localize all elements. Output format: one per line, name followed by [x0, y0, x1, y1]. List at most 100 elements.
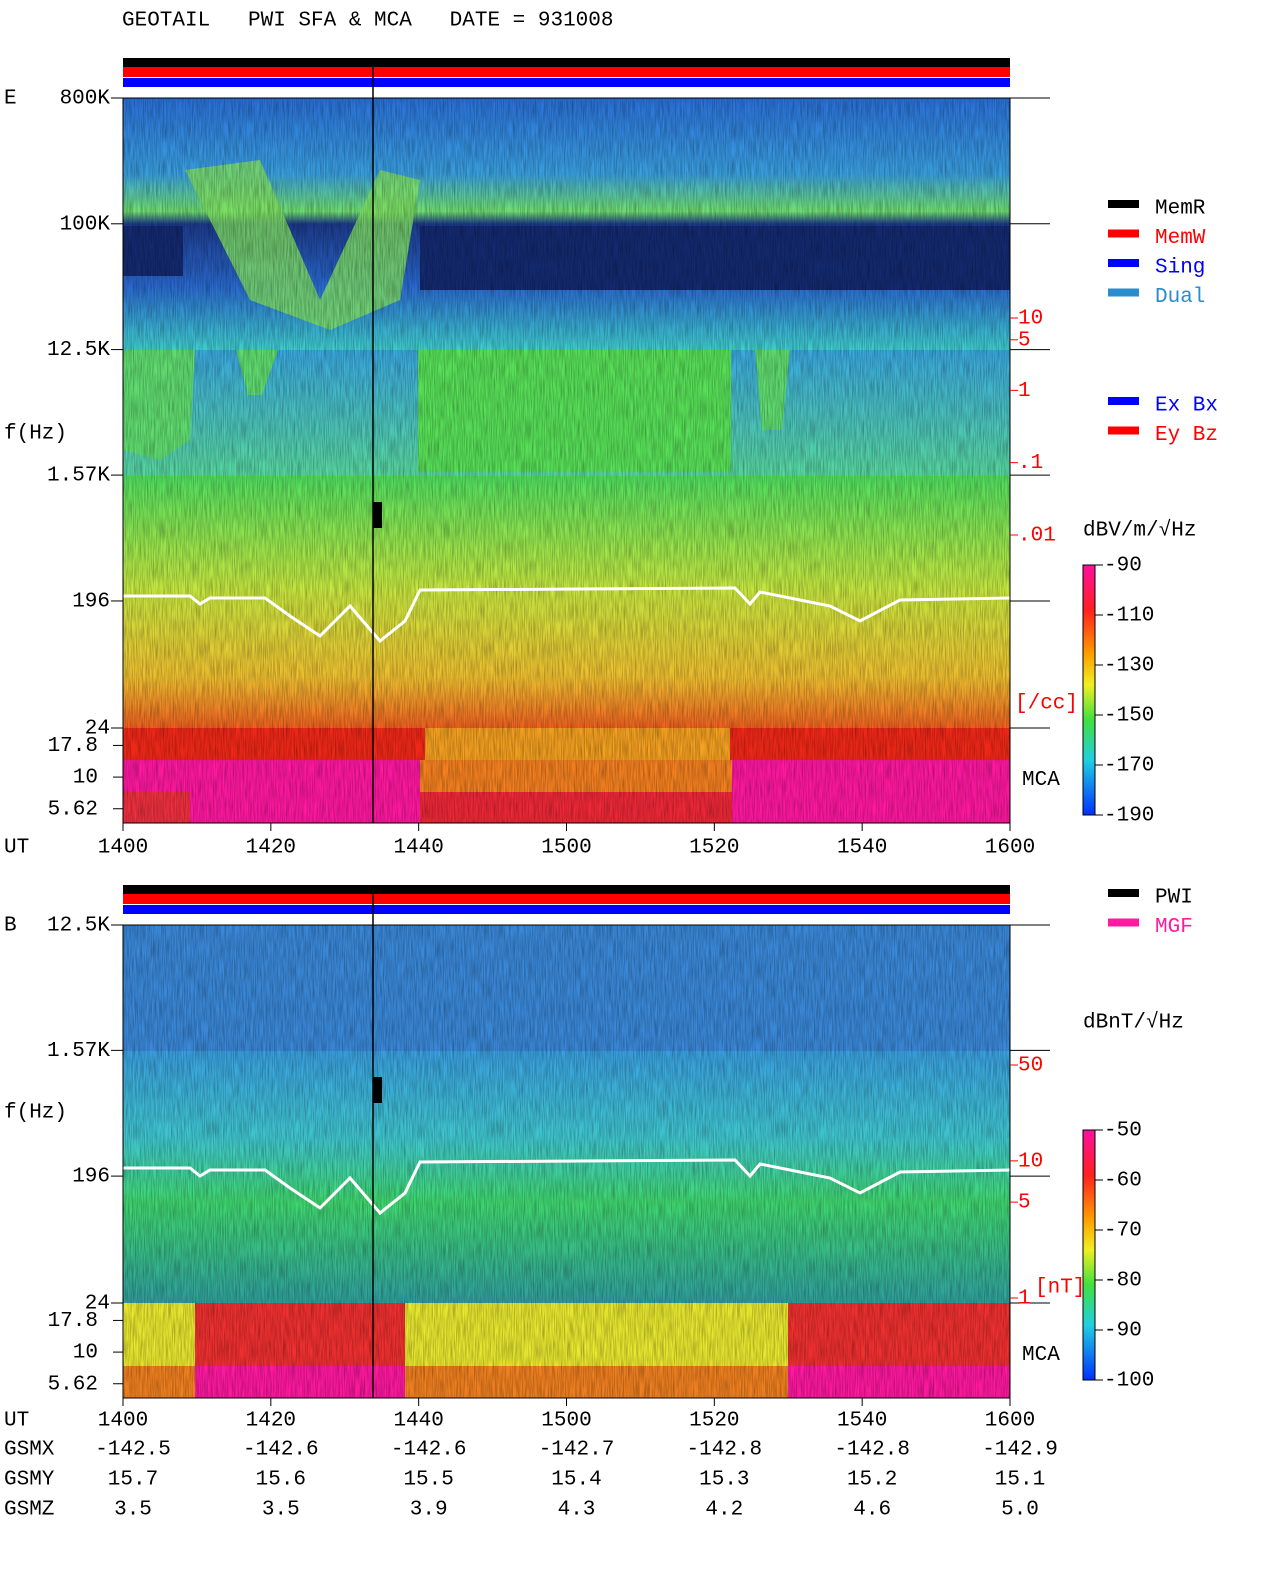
mca-channel-label: 17.8 [48, 735, 98, 758]
component-label: B [4, 915, 17, 938]
chart-title: GEOTAIL PWI SFA & MCA DATE = 931008 [122, 10, 613, 33]
ephemeris-value: -142.5 [95, 1439, 171, 1462]
x-tick-label: 1400 [98, 837, 148, 860]
legend-swatch [1108, 229, 1139, 238]
x-axis-label: UT [4, 837, 29, 860]
y-axis-label: f(Hz) [4, 1102, 67, 1125]
y2-tick-label: 1 [1018, 380, 1031, 403]
x-tick-label: 1500 [541, 1410, 591, 1433]
ephemeris-value: 15.1 [995, 1469, 1045, 1492]
status-bar [123, 894, 1010, 904]
colorbar-tick-label: -90 [1104, 1320, 1142, 1343]
data-gap [373, 1077, 382, 1103]
y2-tick-label: 10 [1018, 308, 1043, 331]
ephemeris-name: GSMZ [4, 1499, 54, 1522]
y-tick-label: 1.57K [47, 465, 110, 488]
colorbar-label: dBV/m/√Hz [1083, 519, 1196, 543]
colorbar-tick-label: -50 [1104, 1120, 1142, 1143]
colorbar-tick-label: -90 [1104, 555, 1142, 578]
mca-channel-label: 10 [73, 767, 98, 790]
y-tick-label: 196 [72, 1166, 110, 1189]
ephemeris-value: 3.5 [114, 1499, 152, 1522]
colorbar-tick-label: -100 [1104, 1370, 1154, 1393]
mca-channel-label: 5.62 [48, 798, 98, 821]
x-axis-label: UT [4, 1410, 29, 1433]
ephemeris-value: 15.5 [403, 1469, 453, 1492]
data-gap [373, 502, 382, 528]
x-tick-label: 1400 [98, 1410, 148, 1433]
y-tick-label: 24 [85, 718, 110, 741]
legend-label: MemW [1155, 227, 1206, 250]
colorbar-tick-label: -150 [1104, 705, 1154, 728]
y-tick-label: 100K [60, 213, 111, 236]
ephemeris-value: 4.2 [705, 1499, 743, 1522]
component-label: E [4, 88, 17, 111]
ephemeris-value: 4.3 [558, 1499, 596, 1522]
y2-tick-label: .01 [1018, 525, 1056, 548]
y-axis-label: f(Hz) [4, 423, 67, 446]
status-bar [123, 905, 1010, 914]
x-tick-label: 1600 [985, 837, 1035, 860]
y2-tick-label: 5 [1018, 1192, 1031, 1215]
y2-tick-label: 10 [1018, 1150, 1043, 1173]
legend-label: Ex Bx [1155, 395, 1218, 418]
colorbar-tick-label: -170 [1104, 755, 1154, 778]
ephemeris-value: 15.7 [108, 1469, 158, 1492]
colorbar-tick-label: -60 [1104, 1170, 1142, 1193]
spectrogram-noise [123, 98, 1010, 823]
y2-tick-label: 5 [1018, 329, 1031, 352]
ephemeris-value: 3.5 [262, 1499, 300, 1522]
y2-tick-label: 1 [1018, 1288, 1031, 1311]
legend-label: MemR [1155, 198, 1206, 221]
mca-label: MCA [1022, 769, 1060, 792]
ephemeris-value: -142.8 [687, 1439, 763, 1462]
x-tick-label: 1420 [246, 837, 296, 860]
mca-channel-label: 17.8 [48, 1310, 98, 1333]
ephemeris-value: 15.4 [551, 1469, 601, 1492]
legend-label: Sing [1155, 257, 1205, 280]
colorbar-tick-label: -130 [1104, 655, 1154, 678]
legend-swatch [1108, 288, 1139, 297]
ephemeris-value: -142.7 [539, 1439, 615, 1462]
x-tick-label: 1600 [985, 1410, 1035, 1433]
x-tick-label: 1420 [246, 1410, 296, 1433]
colorbar [1082, 564, 1096, 816]
y2-axis-label: [nT] [1035, 1277, 1085, 1300]
x-tick-label: 1440 [393, 837, 443, 860]
y-tick-label: 12.5K [47, 915, 110, 938]
y-tick-label: 12.5K [47, 339, 110, 362]
colorbar-label: dBnT/√Hz [1083, 1011, 1184, 1035]
colorbar-tick-label: -110 [1104, 605, 1154, 628]
y-tick-label: 800K [60, 88, 111, 111]
mca-channel-label: 5.62 [48, 1373, 98, 1396]
x-tick-label: 1500 [541, 837, 591, 860]
mca-channel-label: 10 [73, 1342, 98, 1365]
status-bar [123, 58, 1010, 67]
ephemeris-value: 15.3 [699, 1469, 749, 1492]
legend-swatch [1108, 200, 1139, 208]
ephemeris-value: 5.0 [1001, 1499, 1039, 1522]
mca-label: MCA [1022, 1344, 1060, 1367]
legend-swatch [1108, 259, 1139, 267]
ephemeris-value: -142.9 [982, 1439, 1058, 1462]
ephemeris-value: -142.8 [834, 1439, 910, 1462]
ephemeris-value: -142.6 [243, 1439, 319, 1462]
legend-swatch [1108, 426, 1139, 435]
status-bar [123, 885, 1010, 894]
plasma-line [123, 586, 1011, 644]
y-tick-label: 24 [85, 1293, 110, 1316]
colorbar [1082, 1129, 1096, 1381]
legend-swatch [1108, 918, 1139, 927]
ephemeris-value: 4.6 [853, 1499, 891, 1522]
x-tick-label: 1540 [837, 1410, 887, 1433]
x-tick-label: 1520 [689, 1410, 739, 1433]
y2-tick-label: 50 [1018, 1055, 1043, 1078]
ephemeris-value: -142.6 [391, 1439, 467, 1462]
legend-swatch [1108, 397, 1139, 405]
ephemeris-name: GSMY [4, 1469, 55, 1492]
x-tick-label: 1440 [393, 1410, 443, 1433]
x-tick-label: 1520 [689, 837, 739, 860]
ephemeris-value: 3.9 [410, 1499, 448, 1522]
